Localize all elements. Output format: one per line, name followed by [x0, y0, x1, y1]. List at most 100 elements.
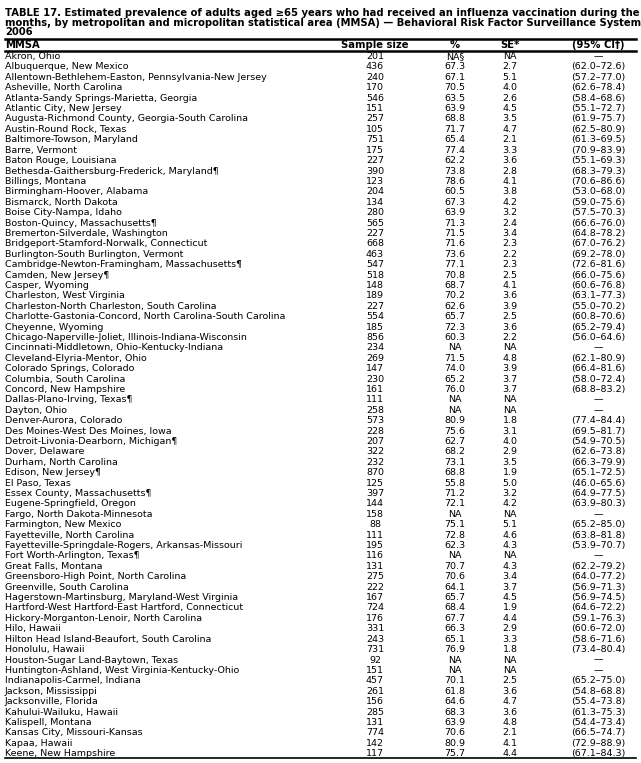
- Text: 125: 125: [366, 478, 384, 488]
- Text: NA: NA: [448, 510, 462, 519]
- Text: Burlington-South Burlington, Vermont: Burlington-South Burlington, Vermont: [5, 250, 183, 259]
- Text: 2.2: 2.2: [503, 333, 517, 342]
- Text: 240: 240: [366, 73, 384, 82]
- Text: (56.9–71.3): (56.9–71.3): [571, 583, 625, 591]
- Text: Honolulu, Hawaii: Honolulu, Hawaii: [5, 645, 85, 654]
- Text: 547: 547: [366, 260, 384, 269]
- Text: 228: 228: [366, 427, 384, 436]
- Text: 62.6: 62.6: [444, 302, 465, 311]
- Text: 80.9: 80.9: [444, 739, 465, 748]
- Text: 1.8: 1.8: [503, 645, 517, 654]
- Text: 68.3: 68.3: [444, 707, 465, 716]
- Text: (70.9–83.9): (70.9–83.9): [571, 146, 625, 155]
- Text: 3.6: 3.6: [503, 291, 517, 301]
- Text: Hagerstown-Martinsburg, Maryland-West Virginia: Hagerstown-Martinsburg, Maryland-West Vi…: [5, 593, 238, 602]
- Text: 175: 175: [366, 146, 384, 155]
- Text: —: —: [594, 343, 603, 353]
- Text: (46.0–65.6): (46.0–65.6): [571, 478, 625, 488]
- Text: NA: NA: [503, 343, 517, 353]
- Text: (65.2–75.0): (65.2–75.0): [571, 676, 625, 685]
- Text: 1.9: 1.9: [503, 604, 517, 613]
- Text: 4.8: 4.8: [503, 354, 517, 362]
- Text: 3.5: 3.5: [503, 458, 517, 467]
- Text: Birmingham-Hoover, Alabama: Birmingham-Hoover, Alabama: [5, 188, 148, 196]
- Text: 3.8: 3.8: [503, 188, 517, 196]
- Text: 65.2: 65.2: [444, 375, 465, 384]
- Text: 230: 230: [366, 375, 384, 384]
- Text: (73.4–80.4): (73.4–80.4): [571, 645, 625, 654]
- Text: 2.7: 2.7: [503, 63, 517, 72]
- Text: —: —: [594, 395, 603, 404]
- Text: (65.2–85.0): (65.2–85.0): [571, 520, 625, 530]
- Text: Atlantic City, New Jersey: Atlantic City, New Jersey: [5, 104, 122, 113]
- Text: Keene, New Hampshire: Keene, New Hampshire: [5, 749, 115, 758]
- Text: 71.5: 71.5: [444, 354, 465, 362]
- Text: 62.3: 62.3: [444, 541, 465, 550]
- Text: Cleveland-Elyria-Mentor, Ohio: Cleveland-Elyria-Mentor, Ohio: [5, 354, 147, 362]
- Text: 3.3: 3.3: [503, 146, 518, 155]
- Text: Jacksonville, Florida: Jacksonville, Florida: [5, 697, 99, 706]
- Text: NA: NA: [503, 395, 517, 404]
- Text: (66.3–79.9): (66.3–79.9): [571, 458, 625, 467]
- Text: (56.0–64.6): (56.0–64.6): [571, 333, 625, 342]
- Text: 390: 390: [366, 166, 384, 175]
- Text: 63.9: 63.9: [444, 718, 465, 727]
- Text: 5.0: 5.0: [503, 478, 517, 488]
- Text: 71.3: 71.3: [444, 218, 465, 227]
- Text: Fargo, North Dakota-Minnesota: Fargo, North Dakota-Minnesota: [5, 510, 153, 519]
- Text: 117: 117: [366, 749, 384, 758]
- Text: Durham, North Carolina: Durham, North Carolina: [5, 458, 118, 467]
- Text: (67.1–84.3): (67.1–84.3): [571, 749, 625, 758]
- Text: Jackson, Mississippi: Jackson, Mississippi: [5, 687, 97, 696]
- Text: 67.7: 67.7: [444, 614, 465, 623]
- Text: Charlotte-Gastonia-Concord, North Carolina-South Carolina: Charlotte-Gastonia-Concord, North Caroli…: [5, 312, 285, 321]
- Text: 2.1: 2.1: [503, 135, 517, 144]
- Text: 76.9: 76.9: [444, 645, 465, 654]
- Text: Kansas City, Missouri-Kansas: Kansas City, Missouri-Kansas: [5, 729, 143, 737]
- Text: 3.5: 3.5: [503, 114, 517, 124]
- Text: 2.6: 2.6: [503, 94, 517, 103]
- Text: (62.0–72.6): (62.0–72.6): [571, 63, 625, 72]
- Text: 62.2: 62.2: [444, 156, 465, 165]
- Text: (66.5–74.7): (66.5–74.7): [571, 729, 625, 737]
- Text: Kalispell, Montana: Kalispell, Montana: [5, 718, 92, 727]
- Text: 227: 227: [366, 229, 384, 238]
- Text: 3.9: 3.9: [503, 364, 517, 373]
- Text: 189: 189: [366, 291, 384, 301]
- Text: 463: 463: [366, 250, 384, 259]
- Text: 64.6: 64.6: [444, 697, 465, 706]
- Text: NA: NA: [448, 655, 462, 665]
- Text: (68.8–83.2): (68.8–83.2): [571, 385, 625, 394]
- Text: 195: 195: [366, 541, 384, 550]
- Text: 4.2: 4.2: [503, 198, 517, 207]
- Text: Casper, Wyoming: Casper, Wyoming: [5, 281, 89, 290]
- Text: 123: 123: [366, 177, 384, 186]
- Text: (63.1–77.3): (63.1–77.3): [570, 291, 625, 301]
- Text: NA: NA: [503, 406, 517, 415]
- Text: 158: 158: [366, 510, 384, 519]
- Text: Allentown-Bethlehem-Easton, Pennsylvania-New Jersey: Allentown-Bethlehem-Easton, Pennsylvania…: [5, 73, 267, 82]
- Text: 77.4: 77.4: [444, 146, 465, 155]
- Text: NA: NA: [503, 666, 517, 675]
- Text: MMSA: MMSA: [5, 40, 40, 50]
- Text: 731: 731: [366, 645, 384, 654]
- Text: 3.2: 3.2: [503, 489, 517, 498]
- Text: 573: 573: [366, 416, 384, 425]
- Text: Chicago-Naperville-Joliet, Illinois-Indiana-Wisconsin: Chicago-Naperville-Joliet, Illinois-Indi…: [5, 333, 247, 342]
- Text: Austin-Round Rock, Texas: Austin-Round Rock, Texas: [5, 125, 126, 134]
- Text: (59.0–75.6): (59.0–75.6): [571, 198, 625, 207]
- Text: 436: 436: [366, 63, 384, 72]
- Text: 870: 870: [366, 468, 384, 477]
- Text: 285: 285: [366, 707, 384, 716]
- Text: Akron, Ohio: Akron, Ohio: [5, 52, 60, 61]
- Text: 232: 232: [366, 458, 384, 467]
- Text: SE*: SE*: [501, 40, 520, 50]
- Text: 4.1: 4.1: [503, 739, 517, 748]
- Text: 554: 554: [366, 312, 384, 321]
- Text: months, by metropolitan and micropolitan statistical area (MMSA) — Behavioral Ri: months, by metropolitan and micropolitan…: [5, 18, 641, 27]
- Text: 3.7: 3.7: [503, 375, 517, 384]
- Text: (60.8–70.6): (60.8–70.6): [571, 312, 625, 321]
- Text: Baton Rouge, Louisiana: Baton Rouge, Louisiana: [5, 156, 117, 165]
- Text: 3.1: 3.1: [503, 427, 517, 436]
- Text: 72.1: 72.1: [444, 500, 465, 508]
